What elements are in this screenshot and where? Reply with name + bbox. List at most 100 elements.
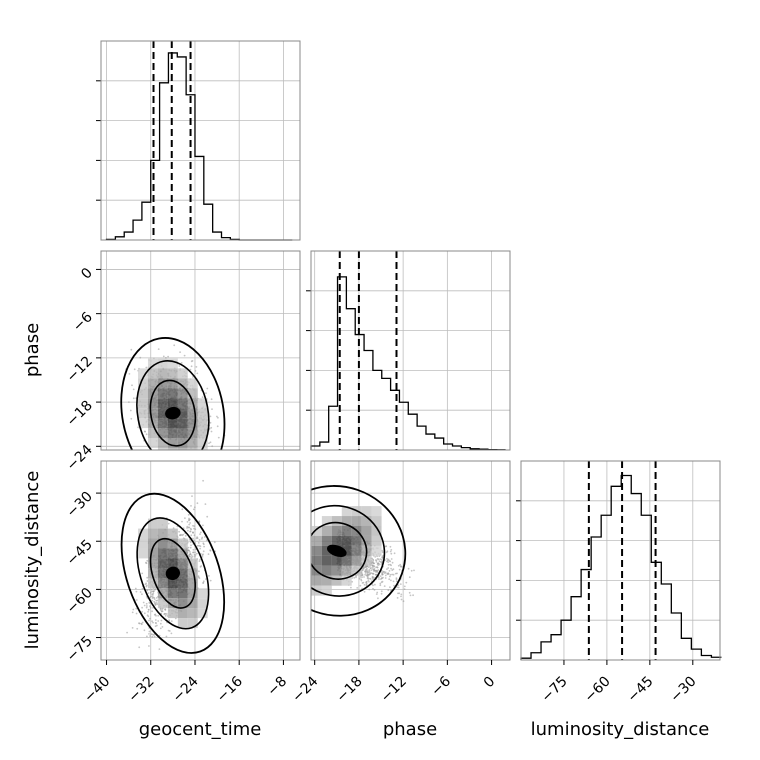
density-cell (147, 528, 158, 539)
scatter-point (370, 569, 373, 572)
density-cell (147, 578, 158, 589)
scatter-point (372, 577, 374, 580)
scatter-point (405, 581, 408, 584)
density-cell (147, 568, 158, 579)
scatter-point (146, 580, 149, 582)
density-cell (167, 558, 178, 569)
scatter-point (375, 559, 378, 562)
scatter-point (367, 579, 370, 581)
density-cell (321, 535, 332, 546)
scatter-point (366, 575, 369, 577)
scatter-point (190, 360, 193, 363)
x-tick-label-geocent-time: −16 (214, 673, 246, 705)
scatter-point (374, 556, 377, 558)
density-cell (177, 578, 188, 589)
density-cell (177, 538, 188, 549)
density-cell (361, 555, 372, 566)
density-cell (371, 535, 382, 546)
scatter-point (201, 396, 204, 398)
scatter-point (376, 555, 378, 558)
scatter-point (366, 570, 369, 572)
density-cell (167, 608, 178, 619)
density-cell (147, 368, 158, 379)
density-cell (187, 568, 198, 579)
y-tick-label-phase: −6 (70, 309, 96, 335)
scatter-point (377, 569, 380, 571)
scatter-point (401, 565, 403, 568)
density-cell (187, 558, 198, 569)
scatter-point (386, 568, 388, 570)
density-cell (341, 555, 352, 566)
density-cell (197, 608, 208, 619)
scatter-point (186, 521, 189, 523)
scatter-point (157, 614, 160, 617)
2d-geocent_time|luminosity_distance-frame (100, 460, 301, 661)
scatter-point (403, 588, 406, 590)
density-cell (197, 408, 208, 419)
scatter-point (183, 354, 186, 357)
y-axis-label-luminosity-distance: luminosity_distance (22, 471, 43, 650)
density-cell (177, 598, 188, 609)
density-cell (321, 545, 332, 556)
scatter-point (151, 635, 154, 638)
scatter-point (148, 619, 150, 622)
density-cell (187, 438, 198, 448)
scatter-point (154, 602, 157, 604)
density-cell (167, 588, 178, 599)
scatter-point (143, 604, 146, 607)
density-cell (371, 545, 382, 556)
contour-level-4 (165, 406, 181, 420)
density-cell (147, 538, 158, 549)
contour-level-1 (311, 485, 407, 617)
x-tick-label-geocent-time: −8 (264, 674, 290, 700)
scatter-point (205, 578, 207, 580)
density-cell (167, 447, 178, 450)
scatter-point (129, 409, 132, 412)
density-cell (177, 388, 188, 399)
density-cell (167, 368, 178, 379)
scatter-point (199, 533, 201, 535)
scatter-point (165, 635, 168, 638)
density-cell (311, 545, 312, 556)
scatter-point (371, 564, 374, 567)
scatter-point (157, 620, 160, 622)
scatter-point (198, 539, 201, 541)
scatter-point (356, 587, 359, 589)
scatter-point (155, 614, 157, 617)
scatter-point (154, 613, 157, 616)
scatter-point (135, 599, 138, 601)
scatter-point (148, 601, 151, 604)
density-cell (331, 575, 342, 586)
scatter-point (370, 572, 373, 574)
density-cell (177, 618, 188, 629)
scatter-point (135, 590, 138, 593)
scatter-point (209, 421, 212, 424)
scatter-point (381, 580, 384, 583)
scatter-point (209, 415, 212, 418)
scatter-point (206, 515, 209, 518)
density-cell (157, 568, 168, 579)
density-cell (371, 525, 382, 536)
density-cell (138, 398, 148, 409)
scatter-point (403, 585, 406, 588)
density-cell (351, 545, 362, 556)
scatter-point (158, 648, 161, 650)
scatter-point (375, 566, 377, 569)
scatter-point (202, 550, 205, 553)
density-cell (341, 545, 352, 556)
density-cell (371, 506, 382, 517)
scatter-point (207, 553, 210, 555)
scatter-point (149, 591, 152, 594)
scatter-point (381, 549, 383, 552)
2d-geocent_time|phase-frame (100, 250, 301, 451)
density-cell (351, 535, 362, 546)
scatter-point (153, 598, 156, 600)
scatter-point (189, 541, 192, 544)
scatter-point (399, 563, 402, 566)
density-cell (331, 516, 342, 526)
x-axis-label-phase: phase (383, 719, 437, 740)
scatter-point (382, 570, 385, 573)
scatter-point (150, 590, 153, 593)
density-cell (167, 378, 178, 389)
density-cell (168, 458, 178, 468)
